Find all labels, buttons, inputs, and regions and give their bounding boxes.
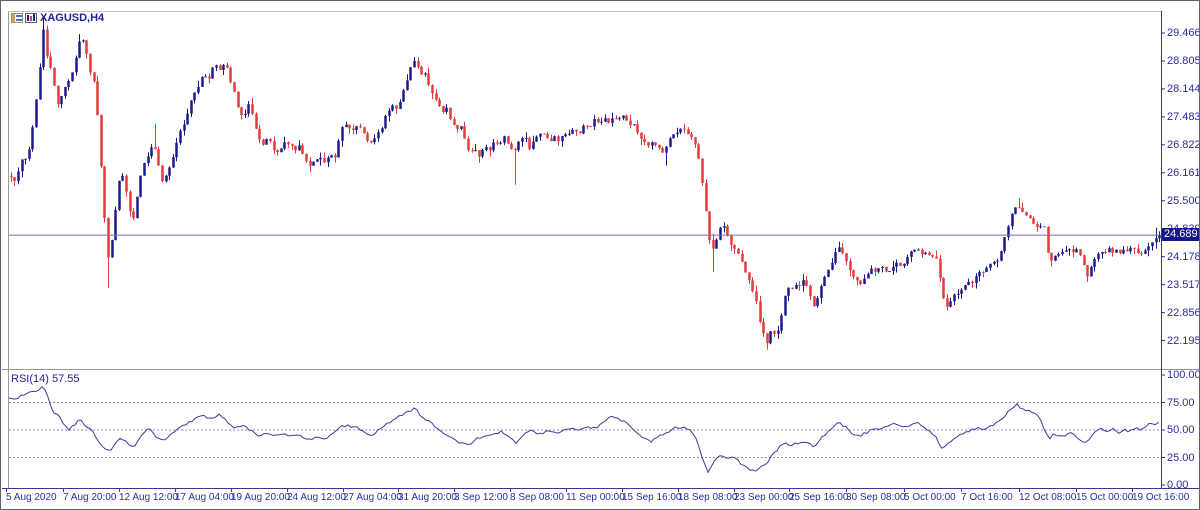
rsi-plot[interactable] xyxy=(8,385,1161,474)
time-tick-label: 25 Sep 16:00 xyxy=(789,492,849,503)
axis-ticks xyxy=(6,32,1165,492)
price-tick-label: 28.805 xyxy=(1167,55,1200,67)
price-tick-label: 22.856 xyxy=(1167,307,1200,319)
price-tick-label: 26.822 xyxy=(1167,139,1200,151)
price-tick-label: 22.195 xyxy=(1167,335,1200,347)
time-tick-label: 7 Oct 16:00 xyxy=(961,492,1013,503)
time-tick-label: 5 Oct 00:00 xyxy=(904,492,956,503)
symbol-label: XAGUSD,H4 xyxy=(40,12,105,24)
time-tick-label: 30 Sep 08:00 xyxy=(846,492,906,503)
price-tick-label: 24.178 xyxy=(1167,251,1200,263)
time-tick-label: 23 Sep 00:00 xyxy=(734,492,794,503)
price-tick-label: 26.161 xyxy=(1167,167,1200,179)
rsi-scale-label: 75.00 xyxy=(1167,397,1195,409)
price-tick-label: 23.517 xyxy=(1167,279,1200,291)
time-tick-label: 12 Aug 12:00 xyxy=(119,492,178,503)
candlestick-plot[interactable] xyxy=(9,17,1161,350)
time-tick-label: 12 Oct 08:00 xyxy=(1019,492,1077,503)
time-tick-label: 18 Sep 08:00 xyxy=(678,492,738,503)
rsi-scale-label: 50.00 xyxy=(1167,424,1195,436)
rsi-scale-label: 0.00 xyxy=(1167,479,1189,491)
price-tick-label: 25.500 xyxy=(1167,195,1200,207)
ohlc-table-icon xyxy=(11,13,23,23)
price-tick-label: 27.483 xyxy=(1167,111,1200,123)
time-tick-label: 19 Oct 16:00 xyxy=(1132,492,1190,503)
time-tick-label: 15 Oct 00:00 xyxy=(1076,492,1134,503)
rsi-scale-label: 25.00 xyxy=(1167,452,1195,464)
time-tick-label: 11 Sep 00:00 xyxy=(566,492,625,503)
price-tick-label: 28.144 xyxy=(1167,83,1200,95)
price-tick-label: 29.466 xyxy=(1167,27,1200,39)
candles-chart-icon xyxy=(25,13,37,23)
time-tick-label: 7 Aug 20:00 xyxy=(63,492,117,503)
time-tick-label: 19 Aug 20:00 xyxy=(231,492,290,503)
time-tick-label: 15 Sep 16:00 xyxy=(622,492,682,503)
time-tick-label: 24 Aug 12:00 xyxy=(287,492,346,503)
time-tick-label: 3 Sep 12:00 xyxy=(454,492,508,503)
time-tick-label: 8 Sep 08:00 xyxy=(510,492,564,503)
time-tick-label: 27 Aug 04:00 xyxy=(343,492,402,503)
time-tick-label: 5 Aug 2020 xyxy=(6,492,57,503)
time-tick-label: 31 Aug 20:00 xyxy=(398,492,457,503)
time-tick-label: 17 Aug 04:00 xyxy=(175,492,234,503)
rsi-indicator-label: RSI(14) 57.55 xyxy=(11,373,80,385)
rsi-scale-label: 100.00 xyxy=(1167,369,1200,381)
bid-price-badge: 24.689 xyxy=(1162,228,1199,241)
